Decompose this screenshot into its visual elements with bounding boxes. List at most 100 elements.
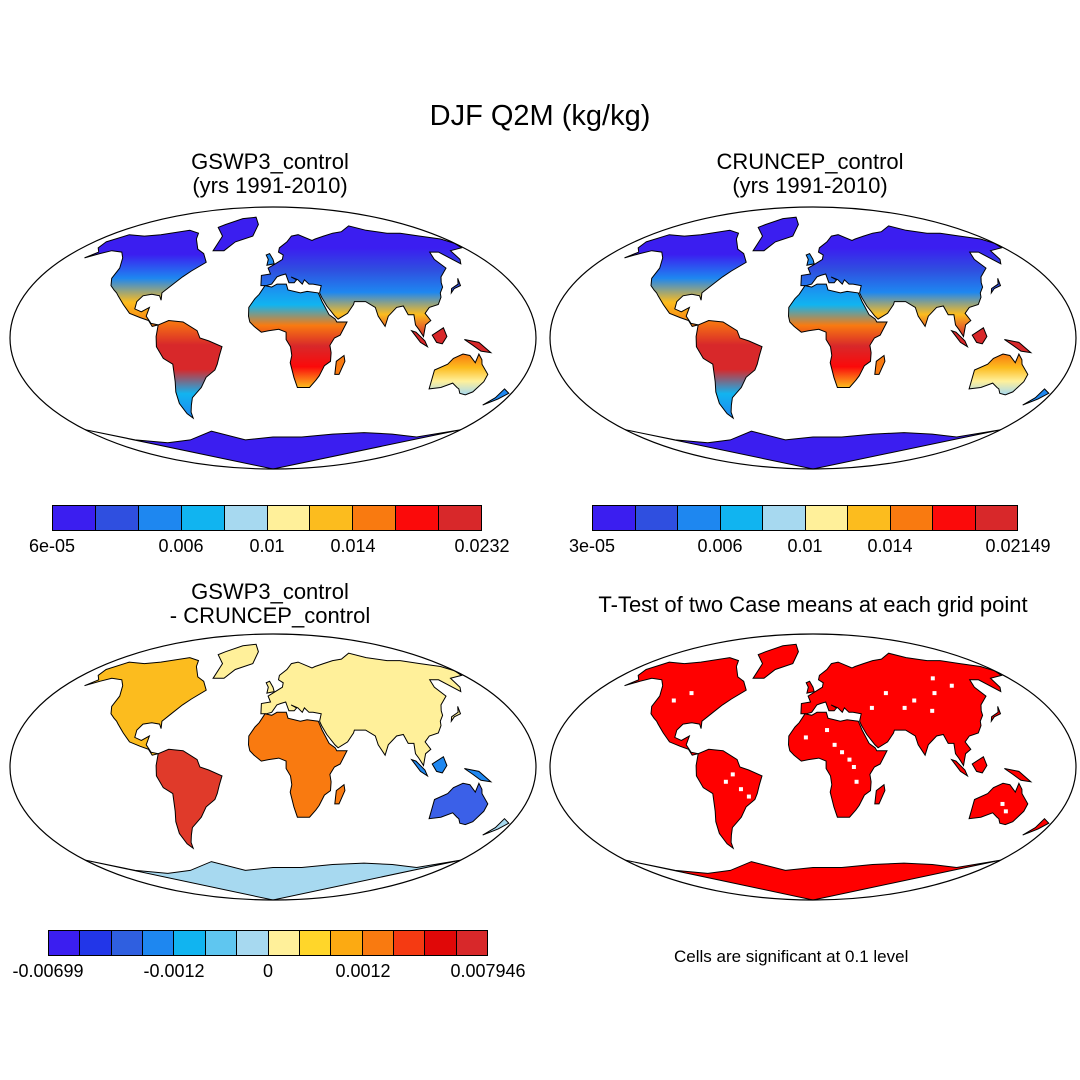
panel3-title-line1: GSWP3_control xyxy=(191,579,349,604)
panel2-tick: 3e-05 xyxy=(568,536,616,556)
insignificant-cell xyxy=(671,698,676,703)
landmass-sumatra xyxy=(950,758,969,778)
colorbar-swatch xyxy=(174,931,206,955)
colorbar-swatch xyxy=(138,506,182,530)
colorbar-swatch xyxy=(720,506,763,530)
landmass-borneo xyxy=(971,755,988,774)
landmass-africa xyxy=(247,711,348,818)
colorbar-swatch xyxy=(890,506,933,530)
landmass-new-zealand xyxy=(1022,388,1050,406)
landmass-greenland xyxy=(212,216,259,252)
landmass-madagascar xyxy=(874,783,886,805)
panel1-tick: 0.0232 xyxy=(454,536,510,556)
colorbar-swatch xyxy=(310,506,354,530)
panel4-map xyxy=(549,633,1077,901)
panel2-tick: 0.02149 xyxy=(985,536,1051,556)
landmass-sumatra xyxy=(410,758,429,778)
insignificant-cell xyxy=(869,705,874,710)
colorbar-swatch xyxy=(95,506,139,530)
landmass-sumatra xyxy=(950,329,969,348)
landmass-antarctica xyxy=(625,429,1001,469)
insignificant-cell xyxy=(930,676,935,681)
figure-title: DJF Q2M (kg/kg) xyxy=(429,100,651,132)
colorbar-swatch xyxy=(456,931,488,955)
landmass-north-america xyxy=(84,657,207,756)
landmass-new-guinea xyxy=(1004,768,1033,783)
colorbar-swatch xyxy=(396,506,440,530)
colorbar-swatch xyxy=(933,506,976,530)
landmass-great-britain xyxy=(265,680,275,694)
panel1-tick: 0.014 xyxy=(330,536,376,556)
panel3-title-line2: - CRUNCEP_control xyxy=(169,603,371,628)
significance-note: Cells are significant at 0.1 level xyxy=(674,947,909,966)
colorbar-swatch xyxy=(362,931,394,955)
insignificant-cell xyxy=(902,705,907,710)
landmass-greenland xyxy=(752,216,799,252)
landmass-madagascar xyxy=(874,354,886,375)
landmass-greenland xyxy=(752,643,799,679)
panel2-tick: 0.014 xyxy=(867,536,913,556)
insignificant-cell xyxy=(1003,809,1008,814)
map-border xyxy=(9,633,537,901)
insignificant-cell xyxy=(689,691,694,696)
panel2-colorbar xyxy=(592,505,1018,531)
panel2-tick: 0.006 xyxy=(697,536,743,556)
insignificant-cell xyxy=(912,698,917,703)
colorbar-swatch xyxy=(593,506,636,530)
landmass-north-america xyxy=(84,229,207,327)
landmass-madagascar xyxy=(334,354,346,375)
colorbar-swatch xyxy=(635,506,678,530)
landmass-australia xyxy=(968,782,1029,826)
landmass-borneo xyxy=(431,327,448,345)
panel2-title-line2: (yrs 1991-2010) xyxy=(732,173,888,198)
landmass-south-america xyxy=(155,748,223,850)
landmass-antarctica xyxy=(625,859,1001,900)
landmass-australia xyxy=(428,782,489,826)
landmass-eurasia xyxy=(260,652,463,767)
insignificant-cell xyxy=(832,742,837,747)
landmass-japan xyxy=(990,706,1002,724)
panel3-tick: 0.007946 xyxy=(450,961,526,981)
insignificant-cell xyxy=(840,750,845,755)
panel1-title-line1: GSWP3_control xyxy=(191,149,349,174)
landmass-great-britain xyxy=(805,680,815,694)
landmass-antarctica xyxy=(85,429,461,469)
insignificant-cell xyxy=(723,779,728,784)
landmass-eurasia xyxy=(800,225,1003,338)
landmass-great-britain xyxy=(805,252,815,266)
panel3-map xyxy=(9,633,537,901)
panel1-title-line2: (yrs 1991-2010) xyxy=(192,173,348,198)
colorbar-swatch xyxy=(299,931,332,955)
landmass-south-america xyxy=(695,319,763,420)
colorbar-swatch xyxy=(805,506,848,530)
landmass-north-america xyxy=(624,657,747,756)
colorbar-swatch xyxy=(439,506,482,530)
panel2-tick: 0.01 xyxy=(787,536,823,556)
panel3-tick: -0.0012 xyxy=(143,961,205,981)
colorbar-swatch xyxy=(224,506,268,530)
colorbar-swatch xyxy=(975,506,1017,530)
colorbar-swatch xyxy=(268,931,300,955)
colorbar-swatch xyxy=(80,931,112,955)
landmass-greenland xyxy=(212,643,259,679)
colorbar-swatch xyxy=(143,931,175,955)
landmass-africa xyxy=(247,283,348,388)
panel2-title: CRUNCEP_control (yrs 1991-2010) xyxy=(610,150,1010,198)
colorbar-swatch xyxy=(237,931,269,955)
colorbar-swatch xyxy=(425,931,457,955)
colorbar-swatch xyxy=(763,506,806,530)
landmass-new-guinea xyxy=(464,768,493,783)
landmass-north-america xyxy=(624,229,747,327)
colorbar-swatch xyxy=(848,506,891,530)
panel1-tick: 0.01 xyxy=(249,536,285,556)
landmass-antarctica xyxy=(85,859,461,900)
landmass-japan xyxy=(450,706,462,724)
landmass-borneo xyxy=(971,327,988,345)
insignificant-cell xyxy=(730,772,735,777)
panel3-tick: 0.0012 xyxy=(335,961,391,981)
landmass-new-zealand xyxy=(482,817,510,836)
map-border xyxy=(549,633,1077,901)
colorbar-swatch xyxy=(353,506,397,530)
colorbar-swatch xyxy=(205,931,238,955)
colorbar-swatch xyxy=(111,931,144,955)
